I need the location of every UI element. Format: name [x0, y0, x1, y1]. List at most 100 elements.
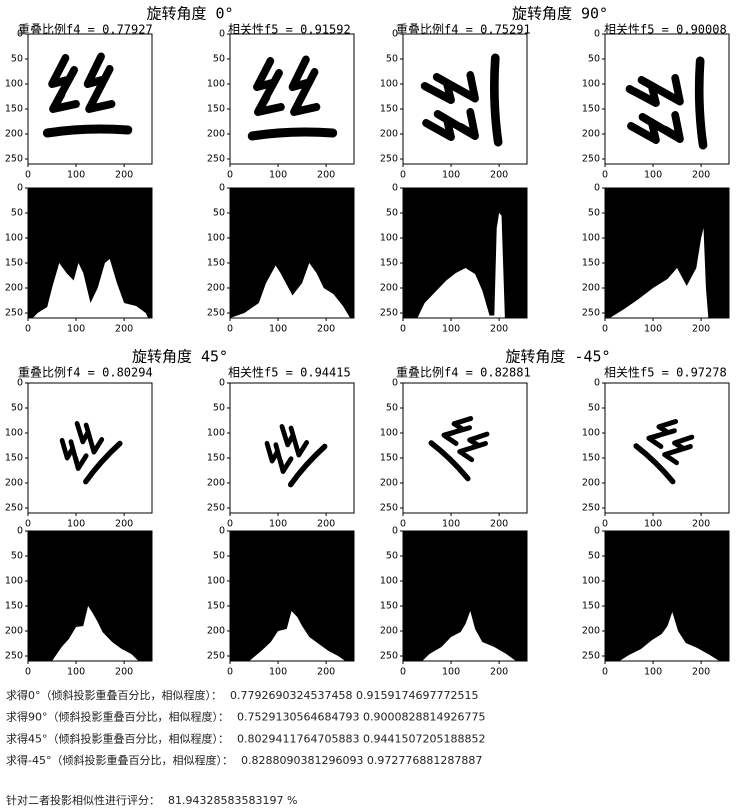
y-tick-label: 200 — [380, 129, 398, 140]
y-tick-label: 200 — [380, 478, 398, 489]
y-tick-label: 0 — [219, 378, 225, 389]
console-label: 求得90°（倾斜投影重叠百分比，相似程度）： — [6, 710, 229, 724]
y-tick-label: 0 — [594, 378, 600, 389]
axes-frame — [604, 382, 730, 514]
x-tick-label: 100 — [269, 667, 287, 678]
axes-frame — [604, 187, 730, 319]
y-tick-label: 50 — [386, 403, 398, 414]
x-tick-label: 0 — [400, 519, 406, 530]
y-tick-label: 200 — [5, 129, 23, 140]
console-values: 0.7529130564684793 0.9000828814926775 — [237, 711, 485, 724]
console-values: 0.7792690324537458 0.9159174697772515 — [230, 689, 478, 702]
x-tick-label: 100 — [67, 519, 85, 530]
image-background — [605, 34, 729, 164]
y-tick-label: 100 — [380, 79, 398, 90]
y-tick-label: 250 — [582, 308, 600, 319]
group-title: 旋转角度 -45° — [505, 348, 610, 366]
x-tick-label: 200 — [692, 324, 710, 335]
y-tick-label: 150 — [5, 453, 23, 464]
x-tick-label: 200 — [692, 667, 710, 678]
x-tick-label: 100 — [269, 519, 287, 530]
x-tick-label: 0 — [602, 324, 608, 335]
y-tick-label: 100 — [207, 428, 225, 439]
x-tick-label: 200 — [490, 519, 508, 530]
y-tick-label: 50 — [213, 208, 225, 219]
y-tick-label: 250 — [207, 651, 225, 662]
y-tick-label: 100 — [380, 428, 398, 439]
y-tick-label: 150 — [5, 601, 23, 612]
y-tick-label: 0 — [17, 378, 23, 389]
console-line: 求得0°（倾斜投影重叠百分比，相似程度）： 0.7792690324537458 … — [6, 688, 478, 702]
image-background — [230, 34, 354, 164]
y-tick-label: 150 — [380, 258, 398, 269]
x-tick-label: 100 — [67, 667, 85, 678]
y-tick-label: 200 — [207, 626, 225, 637]
y-tick-label: 100 — [5, 576, 23, 587]
y-tick-label: 150 — [5, 104, 23, 115]
score-label: 针对二者投影相似性进行评分： — [6, 793, 160, 807]
y-tick-label: 250 — [5, 651, 23, 662]
console-values: 0.8288090381296093 0.972776881287887 — [241, 754, 482, 767]
y-tick-label: 200 — [5, 478, 23, 489]
axes-frame — [604, 33, 730, 165]
x-tick-label: 100 — [442, 324, 460, 335]
y-tick-label: 250 — [5, 503, 23, 514]
console-line: 求得-45°（倾斜投影重叠百分比，相似程度）： 0.828809038129609… — [6, 753, 482, 767]
x-tick-label: 0 — [400, 170, 406, 181]
x-tick-label: 200 — [115, 667, 133, 678]
y-tick-label: 100 — [207, 233, 225, 244]
y-tick-label: 0 — [392, 526, 398, 537]
y-tick-label: 250 — [380, 308, 398, 319]
x-tick-label: 200 — [115, 324, 133, 335]
x-tick-label: 100 — [442, 170, 460, 181]
x-tick-label: 0 — [227, 519, 233, 530]
y-tick-label: 0 — [392, 183, 398, 194]
y-tick-label: 150 — [380, 104, 398, 115]
axes-frame — [229, 187, 355, 319]
y-tick-label: 200 — [582, 283, 600, 294]
correlation-label: 相关性f5 = 0.90008 — [604, 23, 727, 37]
y-tick-label: 50 — [11, 208, 23, 219]
y-tick-label: 50 — [213, 403, 225, 414]
image-background — [403, 34, 527, 164]
y-tick-label: 100 — [582, 233, 600, 244]
x-tick-label: 100 — [644, 519, 662, 530]
y-tick-label: 0 — [17, 526, 23, 537]
y-tick-label: 250 — [582, 651, 600, 662]
axes-frame — [27, 530, 153, 662]
x-tick-label: 0 — [25, 324, 31, 335]
y-tick-label: 50 — [11, 403, 23, 414]
group-title: 旋转角度 45° — [132, 348, 228, 366]
y-tick-label: 200 — [582, 478, 600, 489]
y-tick-label: 150 — [207, 453, 225, 464]
x-tick-label: 100 — [269, 170, 287, 181]
console-label: 求得45°（倾斜投影重叠百分比，相似程度）： — [6, 731, 229, 745]
y-tick-label: 200 — [5, 626, 23, 637]
y-tick-label: 150 — [380, 601, 398, 612]
y-tick-label: 50 — [386, 208, 398, 219]
y-tick-label: 50 — [386, 54, 398, 65]
x-tick-label: 200 — [490, 170, 508, 181]
x-tick-label: 0 — [227, 324, 233, 335]
y-tick-label: 150 — [207, 104, 225, 115]
y-tick-label: 0 — [594, 526, 600, 537]
y-tick-label: 250 — [207, 154, 225, 165]
y-tick-label: 0 — [594, 29, 600, 40]
y-tick-label: 0 — [392, 378, 398, 389]
y-tick-label: 250 — [582, 154, 600, 165]
y-tick-label: 200 — [380, 283, 398, 294]
y-tick-label: 250 — [380, 651, 398, 662]
axes-frame — [402, 382, 528, 514]
x-tick-label: 200 — [317, 170, 335, 181]
correlation-label: 相关性f5 = 0.94415 — [228, 366, 351, 380]
y-tick-label: 250 — [582, 503, 600, 514]
score-value: 81.94328583583197 % — [168, 794, 297, 807]
